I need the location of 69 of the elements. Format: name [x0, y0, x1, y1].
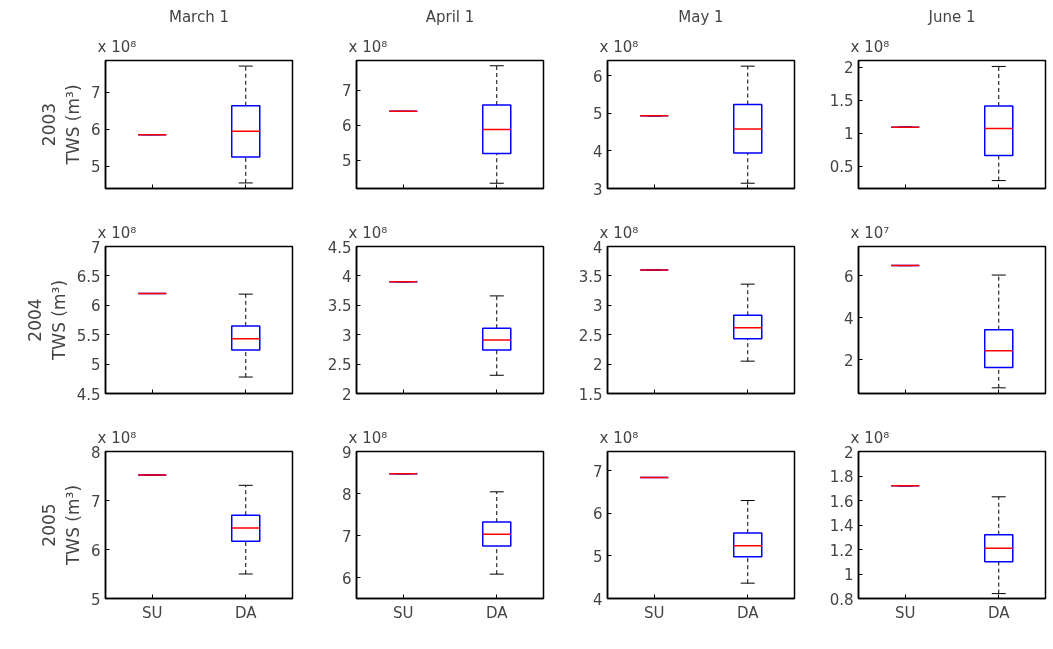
- chart-title: May 1: [678, 7, 724, 26]
- y-axis-title: 2005 TWS (m³): [38, 484, 83, 567]
- chart-title: March 1: [168, 7, 230, 26]
- y-tick-label: 1.5: [578, 385, 603, 404]
- y-tick-label: 2: [843, 59, 854, 78]
- y-tick-label: 3: [341, 326, 352, 345]
- y-tick-label: 1: [843, 125, 854, 144]
- y-tick-label: 6: [90, 297, 101, 316]
- x-tick-label: SU: [393, 603, 414, 622]
- y-tick-label: 6: [592, 505, 603, 524]
- y-tick-label: 5: [90, 590, 101, 609]
- text: x 10⁸: [850, 37, 890, 56]
- text: x 10⁷: [850, 223, 890, 242]
- x-tick-label: DA: [987, 603, 1011, 622]
- y-tick-label: 2.5: [327, 356, 352, 375]
- y-tick-label: 6: [843, 267, 854, 286]
- text: x 10⁸: [599, 428, 639, 447]
- x-tick-label: SU: [644, 603, 665, 622]
- y-tick-label: 1.4: [829, 517, 854, 535]
- y-tick-label: 4.5: [76, 385, 101, 404]
- y-tick-label: 5.5: [76, 326, 101, 345]
- y-tick-label: 3: [592, 180, 603, 199]
- y-axis-title: 2004 TWS (m³): [24, 279, 69, 362]
- y-tick-label: 5: [341, 152, 352, 171]
- y-tick-label: 2: [592, 356, 603, 375]
- y-axis-title: 2003 TWS (m³): [38, 84, 83, 166]
- chart-title: June 1: [927, 7, 976, 26]
- y-tick-label: 4: [592, 142, 603, 161]
- y-tick-label: 7: [341, 527, 352, 546]
- y-tick-label: 4: [341, 267, 352, 286]
- text: x 10⁸: [97, 37, 137, 56]
- y-tick-label: 6: [90, 541, 101, 560]
- y-tick-label: 1: [843, 566, 854, 584]
- y-tick-label: 6.5: [76, 267, 101, 286]
- y-tick-label: 7: [341, 82, 352, 101]
- text: x 10⁸: [348, 37, 388, 56]
- y-tick-label: 6: [341, 569, 352, 588]
- x-tick-label: DA: [485, 603, 509, 622]
- x-tick-label: DA: [736, 603, 760, 622]
- y-tick-label: 6: [90, 121, 101, 140]
- x-tick-label: SU: [895, 603, 916, 622]
- y-tick-label: 5: [90, 158, 101, 177]
- chart-title: April 1: [425, 7, 475, 26]
- y-tick-label: 4: [592, 590, 603, 609]
- y-tick-label: 4: [843, 309, 854, 328]
- y-tick-label: 5: [90, 356, 101, 375]
- y-tick-label: 3.5: [327, 297, 352, 316]
- y-tick-label: 1.2: [829, 541, 854, 560]
- x-tick-label: SU: [142, 603, 163, 622]
- y-tick-label: 1.5: [829, 92, 854, 111]
- y-tick-label: 2: [341, 385, 352, 404]
- y-tick-label: 1.6: [829, 492, 854, 511]
- y-tick-label: 0.5: [829, 158, 854, 177]
- y-tick-label: 7: [90, 492, 101, 511]
- x-tick-label: DA: [234, 603, 258, 622]
- y-tick-label: 2.5: [578, 326, 603, 345]
- y-tick-label: 3: [592, 297, 603, 316]
- y-tick-label: 7: [592, 462, 603, 481]
- y-tick-label: 5: [592, 105, 603, 124]
- y-tick-label: 1.8: [829, 468, 854, 486]
- y-tick-label: 7: [90, 84, 101, 103]
- y-tick-label: 0.8: [829, 590, 854, 609]
- y-tick-label: 6: [341, 117, 352, 136]
- y-tick-label: 6: [592, 67, 603, 86]
- y-tick-label: 3.5: [578, 267, 603, 286]
- text: x 10⁸: [599, 37, 639, 56]
- y-tick-label: 8: [341, 485, 352, 504]
- y-tick-label: 2: [843, 351, 854, 370]
- y-tick-label: 5: [592, 547, 603, 566]
